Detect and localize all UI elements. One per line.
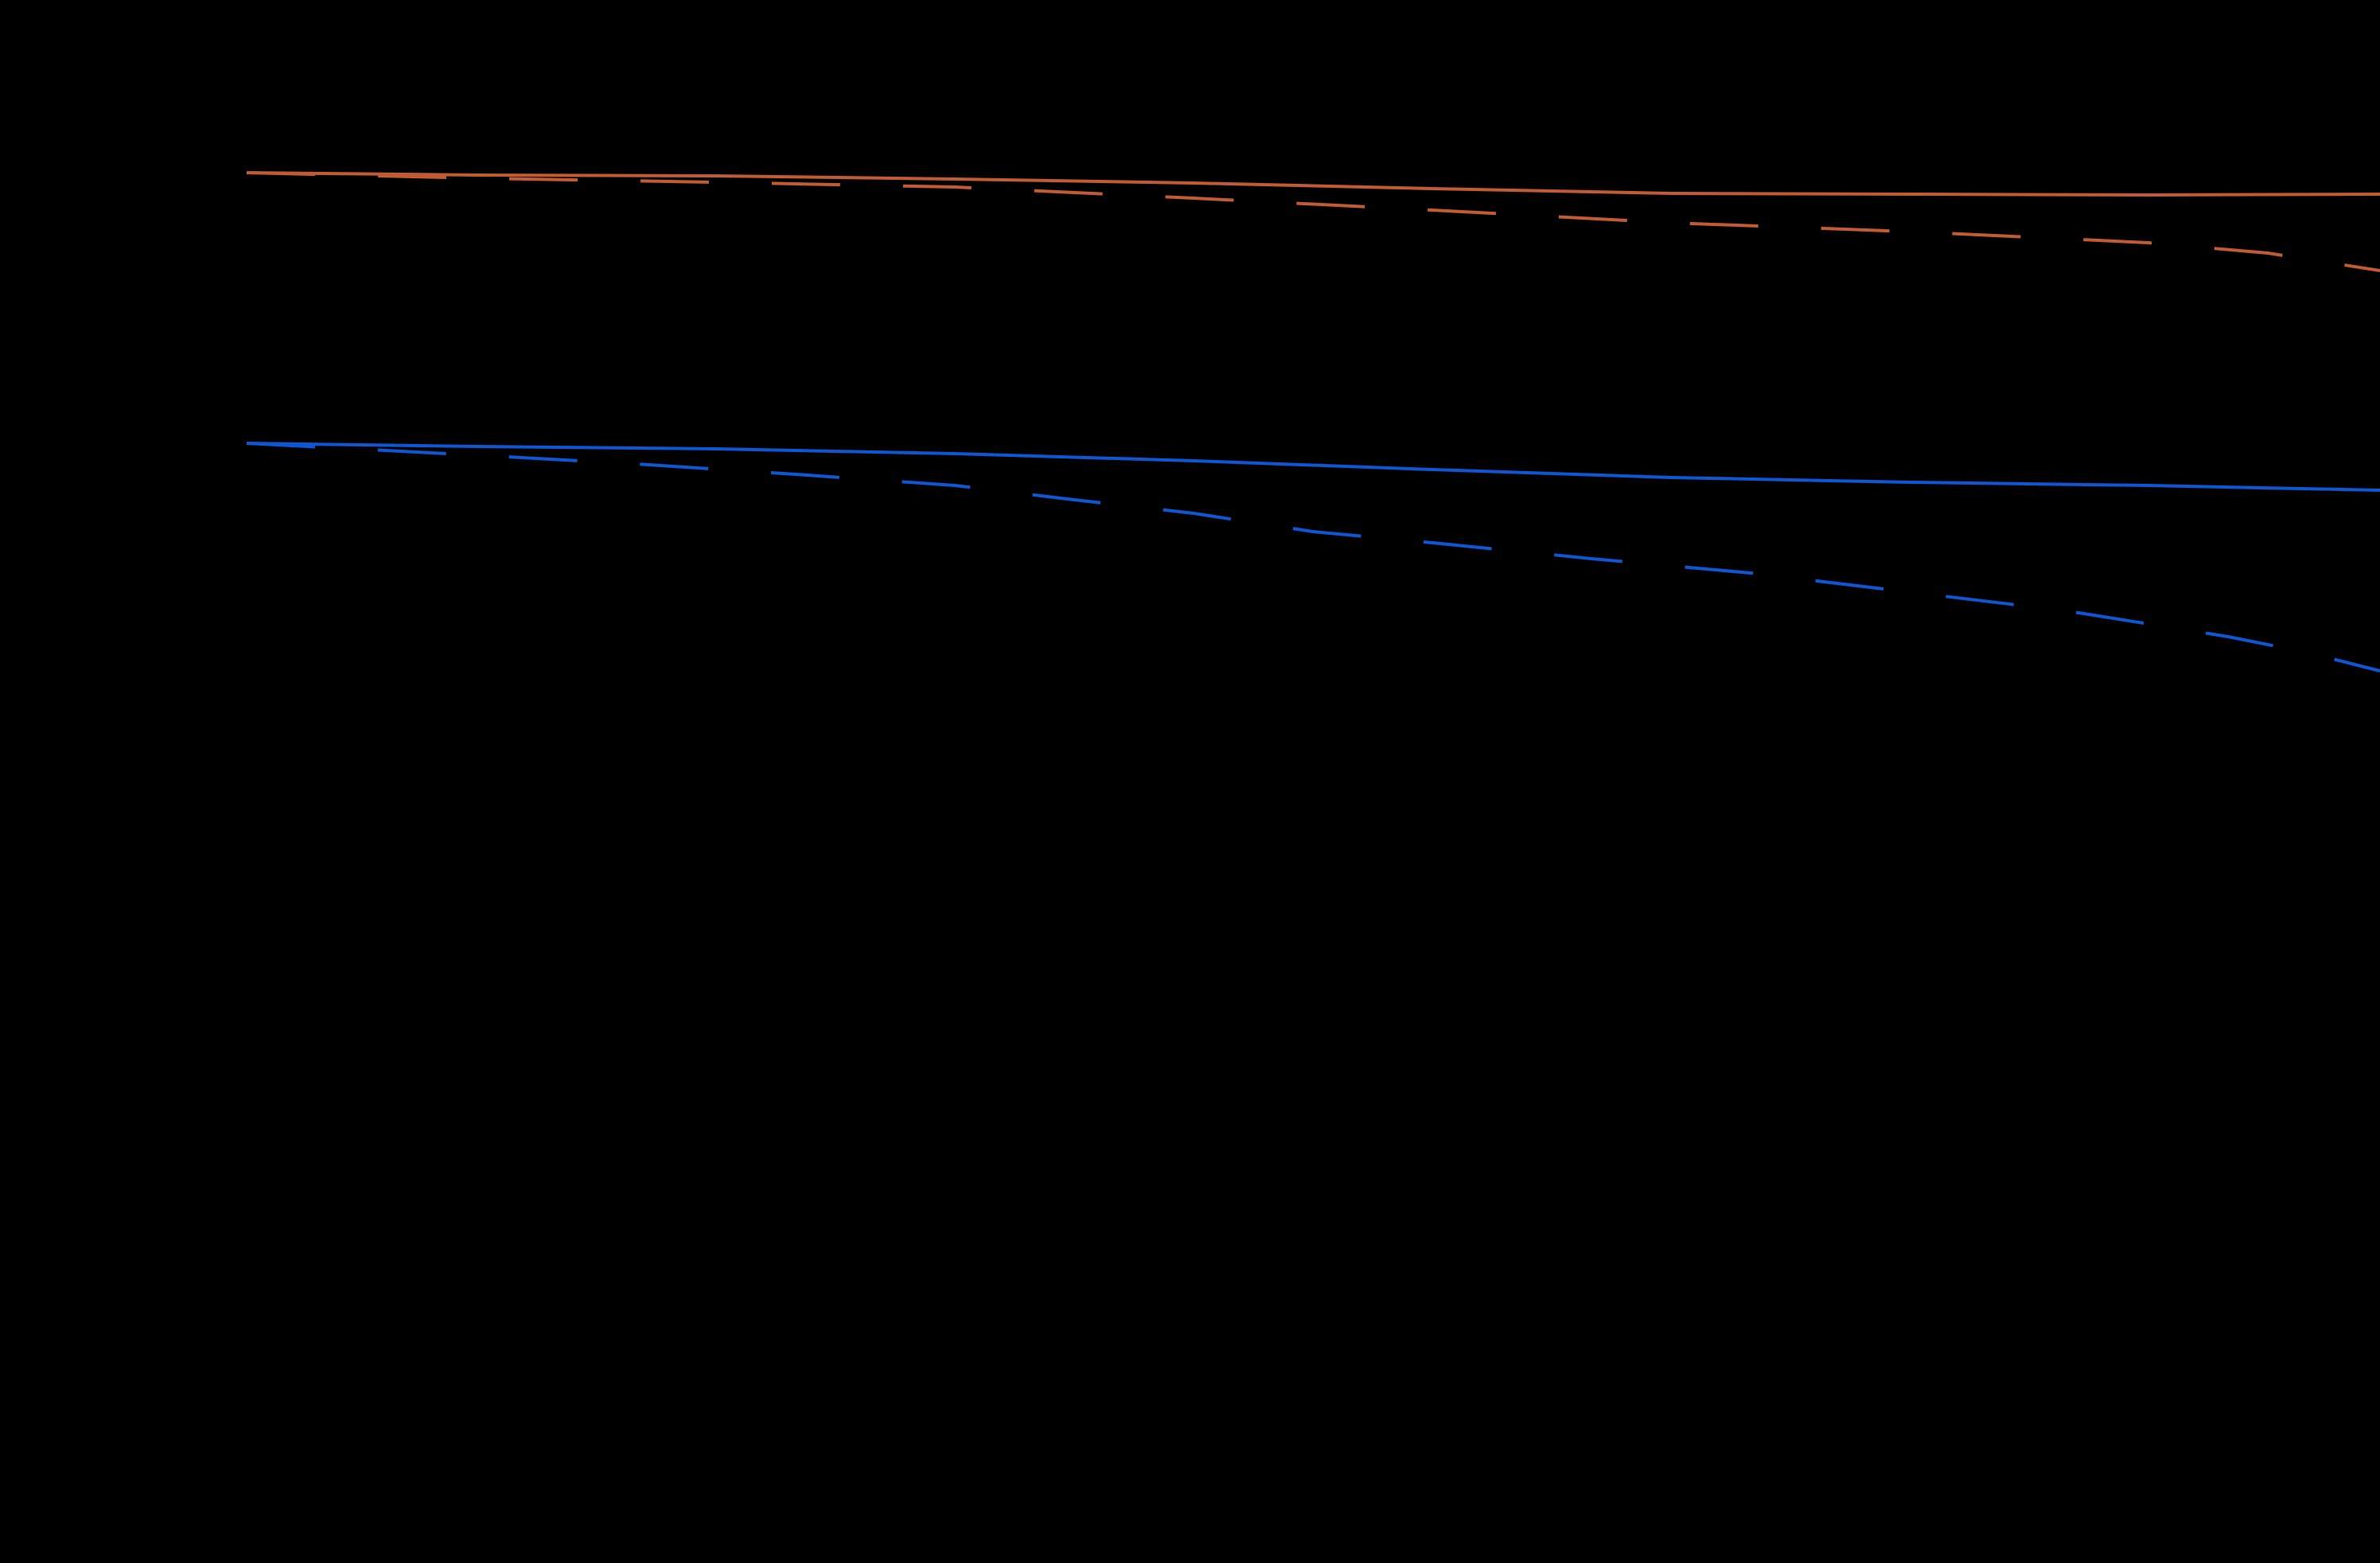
blue-dashed-line [246,442,2380,672]
blue-solid-line [246,442,2380,492]
orange-dashed-line [246,171,2380,272]
orange-solid-line [246,171,2380,197]
